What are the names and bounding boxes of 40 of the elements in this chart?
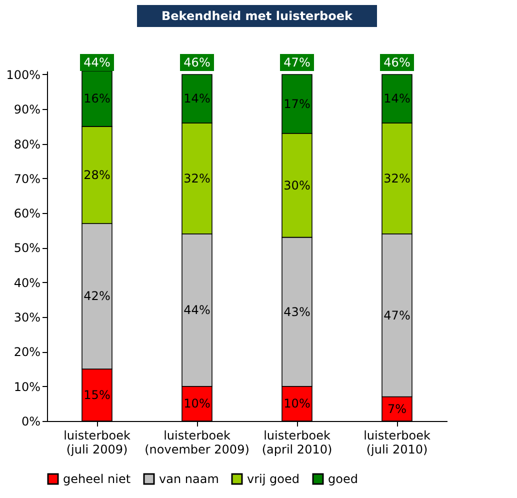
x-tick-label: luisterboek (april 2010) bbox=[262, 428, 332, 456]
legend-label: geheel niet bbox=[63, 472, 131, 486]
data-label: 44% bbox=[184, 303, 210, 318]
data-label: 32% bbox=[184, 171, 210, 186]
annotation: 46% bbox=[184, 55, 210, 70]
data-label: 16% bbox=[84, 92, 110, 106]
y-tick-label: 10% bbox=[14, 380, 40, 394]
data-label: 43% bbox=[284, 304, 310, 319]
data-label: 10% bbox=[184, 396, 210, 411]
annotation: 44% bbox=[84, 55, 110, 70]
data-label: 15% bbox=[84, 388, 110, 402]
y-tick-label: 80% bbox=[14, 137, 40, 152]
data-label: 32% bbox=[384, 171, 410, 186]
chart-title: Bekendheid met luisterboek bbox=[162, 9, 354, 23]
data-label: 28% bbox=[84, 168, 110, 182]
y-tick-label: 40% bbox=[14, 276, 40, 290]
y-tick-label: 30% bbox=[14, 310, 40, 325]
legend-label: van naam bbox=[159, 472, 219, 486]
data-label: 10% bbox=[284, 396, 310, 411]
data-label: 14% bbox=[384, 92, 410, 106]
data-label: 47% bbox=[384, 308, 410, 322]
data-label: 30% bbox=[284, 178, 310, 192]
data-label: 17% bbox=[284, 96, 310, 111]
data-label: 14% bbox=[184, 92, 210, 106]
annotation: 46% bbox=[384, 55, 410, 70]
legend-label: vrij goed bbox=[247, 472, 300, 486]
x-tick-label: luisterboek (juli 2009) bbox=[64, 428, 130, 456]
y-tick-label: 70% bbox=[14, 172, 40, 186]
y-tick-label: 60% bbox=[14, 206, 40, 221]
x-tick-label: luisterboek (juli 2010) bbox=[364, 428, 430, 456]
data-label: 42% bbox=[84, 289, 110, 304]
y-tick-label: 90% bbox=[14, 102, 40, 117]
legend-label: goed bbox=[328, 472, 358, 486]
y-tick-label: 50% bbox=[14, 241, 40, 256]
y-tick-label: 100% bbox=[6, 68, 40, 82]
annotation: 47% bbox=[284, 55, 310, 70]
y-tick-label: 20% bbox=[14, 345, 40, 360]
x-tick-label: luisterboek (november 2009) bbox=[144, 428, 250, 456]
y-tick-label: 0% bbox=[21, 414, 40, 428]
data-label: 7% bbox=[387, 402, 407, 416]
